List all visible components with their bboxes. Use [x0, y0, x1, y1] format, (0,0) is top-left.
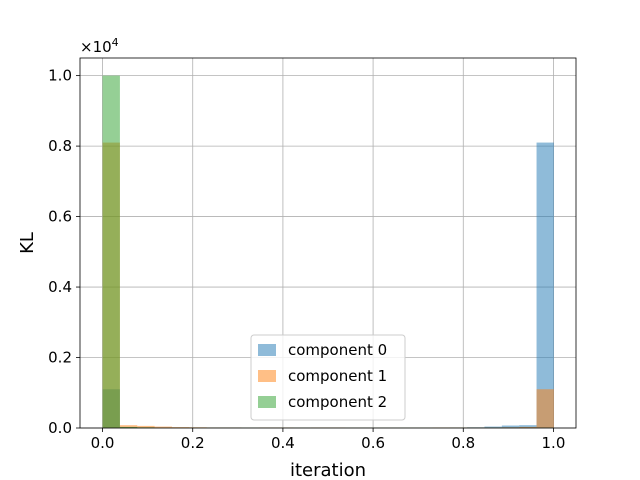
- legend-label: component 0: [288, 341, 387, 359]
- bar-component-0: [484, 426, 502, 428]
- grid-layer: [80, 58, 576, 429]
- y-axis-label: KL: [17, 232, 38, 254]
- bar-component-1: [119, 425, 138, 428]
- bar-component-1: [536, 389, 554, 428]
- y-scale-multiplier: ×104: [80, 36, 119, 56]
- bar-component-1: [171, 427, 190, 428]
- legend-swatch: [258, 370, 276, 382]
- bar-component-1: [137, 425, 155, 428]
- legend-label: component 2: [288, 393, 387, 411]
- y-tick-label: 0.4: [48, 278, 72, 296]
- y-tick-label: 1.0: [48, 67, 72, 85]
- x-tick-label: 0.2: [181, 434, 205, 452]
- bar-component-0: [501, 425, 520, 428]
- y-tick-label: 0.8: [48, 137, 72, 155]
- x-tick-label: 0.6: [361, 434, 385, 452]
- x-tick-label: 0.0: [91, 434, 115, 452]
- x-tick-label: 0.8: [451, 434, 475, 452]
- plot-frame: [79, 57, 577, 429]
- legend-swatch: [258, 396, 276, 408]
- legend: component 0 component 1 component 2: [250, 334, 406, 421]
- legend-swatch: [258, 344, 276, 356]
- x-tick-label: 1.0: [542, 434, 566, 452]
- bar-component-1: [519, 426, 537, 428]
- legend-box: [250, 334, 406, 421]
- y-tick-label: 0.2: [48, 349, 72, 367]
- bar-component-2: [102, 75, 120, 428]
- y-tick-label: 0.6: [48, 208, 72, 226]
- ticks-layer: 0.0 0.2 0.4 0.6 0.8 1.0 0.0 0.2 0.4 0.6 0.8 1.0: [48, 67, 565, 452]
- y-tick-label: 0.0: [48, 419, 72, 437]
- legend-label: component 1: [288, 367, 387, 385]
- bar-component-1: [154, 426, 172, 428]
- bar-component-0: [519, 425, 537, 428]
- x-tick-label: 0.4: [271, 434, 295, 452]
- x-axis-label: iteration: [290, 460, 366, 480]
- bar-component-2: [119, 426, 138, 428]
- bar-component-0: [536, 142, 554, 429]
- legend-items: component 0 component 1 component 2: [258, 341, 387, 411]
